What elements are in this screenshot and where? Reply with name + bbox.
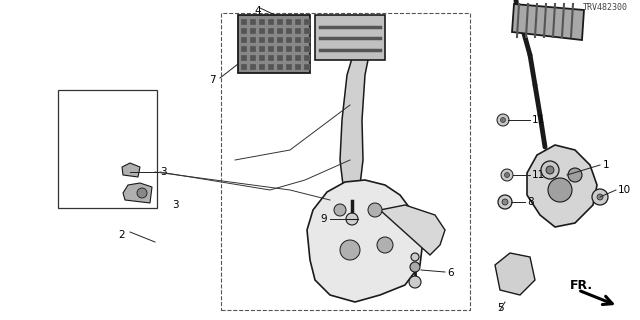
Bar (259, 37, 265, 43)
Text: FR.: FR. (570, 279, 593, 292)
Circle shape (568, 168, 582, 182)
Bar (286, 64, 292, 70)
Circle shape (504, 172, 509, 178)
Bar (241, 37, 247, 43)
Text: 10: 10 (618, 185, 631, 195)
Bar (259, 19, 265, 25)
Circle shape (334, 204, 346, 216)
Bar (268, 37, 274, 43)
Bar (295, 64, 301, 70)
Bar (304, 64, 310, 70)
Bar (268, 28, 274, 34)
Circle shape (502, 199, 508, 205)
Polygon shape (340, 55, 369, 185)
Bar (277, 55, 283, 61)
Bar (277, 64, 283, 70)
Polygon shape (307, 180, 423, 302)
Circle shape (597, 194, 603, 200)
Polygon shape (380, 205, 445, 255)
Text: 9: 9 (321, 214, 327, 224)
Circle shape (346, 213, 358, 225)
Circle shape (377, 237, 393, 253)
Bar (295, 46, 301, 52)
Bar (277, 28, 283, 34)
Circle shape (500, 117, 506, 123)
Bar (295, 19, 301, 25)
Bar (259, 46, 265, 52)
Text: 8: 8 (527, 197, 534, 207)
Bar (241, 64, 247, 70)
Bar (304, 28, 310, 34)
Circle shape (411, 253, 419, 261)
Circle shape (498, 195, 512, 209)
Text: 11: 11 (532, 170, 545, 180)
Bar (250, 28, 256, 34)
Bar (241, 55, 247, 61)
Bar (277, 19, 283, 25)
Polygon shape (122, 163, 140, 177)
Bar (268, 46, 274, 52)
Bar (259, 55, 265, 61)
Text: 11: 11 (532, 115, 545, 125)
Text: 1: 1 (603, 160, 610, 170)
Bar (241, 19, 247, 25)
Text: 3: 3 (172, 200, 179, 210)
Bar (295, 55, 301, 61)
Bar (238, 15, 310, 73)
Circle shape (548, 178, 572, 202)
Text: 3: 3 (160, 167, 166, 177)
Polygon shape (123, 183, 152, 203)
Bar (250, 55, 256, 61)
Bar (221, 13, 470, 310)
Bar (268, 64, 274, 70)
Bar (304, 46, 310, 52)
Circle shape (497, 114, 509, 126)
Bar (315, 15, 385, 60)
Circle shape (541, 161, 559, 179)
Bar (259, 64, 265, 70)
Bar (250, 37, 256, 43)
Bar (58, 90, 157, 208)
Text: TRV482300: TRV482300 (583, 3, 628, 12)
Text: 7: 7 (209, 75, 216, 85)
Bar (286, 46, 292, 52)
Circle shape (501, 169, 513, 181)
Bar (268, 55, 274, 61)
Circle shape (410, 262, 420, 272)
Circle shape (137, 188, 147, 198)
Text: 2: 2 (118, 230, 125, 240)
Bar (295, 28, 301, 34)
Polygon shape (512, 4, 584, 40)
Circle shape (592, 189, 608, 205)
Bar (250, 46, 256, 52)
Text: 4: 4 (255, 6, 261, 16)
Bar (304, 37, 310, 43)
Bar (295, 37, 301, 43)
Bar (277, 46, 283, 52)
Circle shape (546, 166, 554, 174)
Bar (259, 28, 265, 34)
Bar (241, 46, 247, 52)
Bar (277, 37, 283, 43)
Text: 5: 5 (497, 303, 503, 313)
Bar (286, 55, 292, 61)
Bar (286, 37, 292, 43)
Bar (250, 19, 256, 25)
Circle shape (340, 240, 360, 260)
Bar (304, 55, 310, 61)
Polygon shape (495, 253, 535, 295)
Text: 6: 6 (447, 268, 454, 278)
Bar (268, 19, 274, 25)
Bar (241, 28, 247, 34)
Circle shape (368, 203, 382, 217)
Polygon shape (527, 145, 597, 227)
Bar (304, 19, 310, 25)
Bar (250, 64, 256, 70)
Bar (286, 19, 292, 25)
Circle shape (409, 276, 421, 288)
Bar (286, 28, 292, 34)
